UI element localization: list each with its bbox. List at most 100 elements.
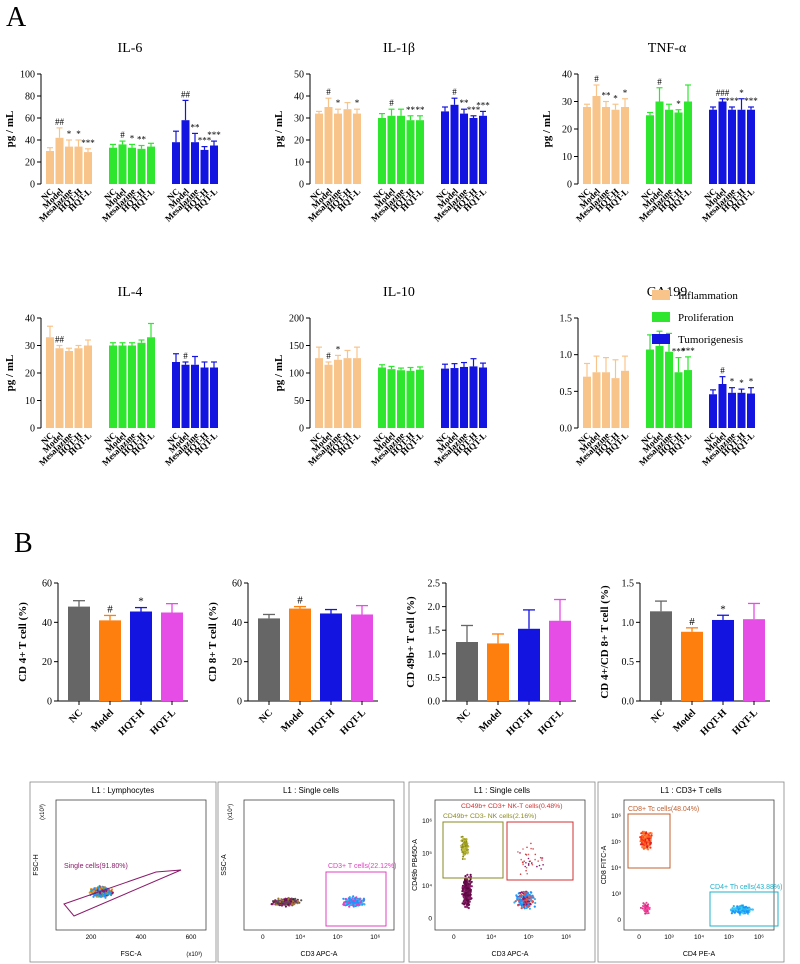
y-axis-label: CD 4+/CD 8+ T cell (%) xyxy=(599,585,611,699)
event-dot xyxy=(358,898,361,901)
bar xyxy=(74,348,83,428)
event-dot xyxy=(646,910,649,912)
panel-b-label: B xyxy=(14,528,33,559)
y-tick-label: 0.0 xyxy=(560,424,573,435)
event-dot xyxy=(92,895,95,898)
significance-mark: # xyxy=(326,87,331,97)
event-dot xyxy=(344,897,347,901)
significance-mark: * xyxy=(67,129,72,139)
event-dot xyxy=(525,862,527,864)
legend-swatch xyxy=(652,334,670,344)
event-dot xyxy=(521,905,524,908)
y-tick-label: 100 xyxy=(20,70,35,81)
significance-mark: *** xyxy=(681,346,695,356)
significance-mark: ** xyxy=(602,91,612,101)
event-dot xyxy=(531,862,533,864)
legend-label: Inflammation xyxy=(678,290,738,302)
event-dot xyxy=(516,895,519,898)
event-dot xyxy=(467,906,470,910)
event-dot xyxy=(463,893,466,896)
event-dot xyxy=(463,879,466,882)
significance-mark: # xyxy=(689,616,695,628)
significance-mark: ## xyxy=(181,89,191,99)
bar xyxy=(128,345,136,428)
y-tick-label: 40 xyxy=(232,618,242,629)
event-dot xyxy=(100,892,103,895)
event-dot xyxy=(729,908,733,911)
event-dot xyxy=(362,899,365,903)
y-tick-label: 10 xyxy=(562,152,572,163)
bar xyxy=(674,112,683,184)
bar xyxy=(343,109,352,184)
x-tick-label: 10⁶ xyxy=(754,934,764,941)
event-dot xyxy=(643,909,646,912)
event-dot xyxy=(464,875,467,878)
event-dot xyxy=(349,901,352,905)
bar xyxy=(378,367,386,428)
event-dot xyxy=(519,852,521,854)
bar xyxy=(460,366,468,428)
y-axis-label: SSC-A xyxy=(221,854,228,876)
event-dot xyxy=(358,900,361,903)
event-dot xyxy=(529,896,533,899)
significance-mark: *** xyxy=(476,100,490,110)
x-axis-label: CD3 APC-A xyxy=(492,951,529,958)
event-dot xyxy=(520,858,522,861)
bar xyxy=(621,107,629,184)
bar xyxy=(397,115,405,184)
y-axis-label: pg / mL xyxy=(541,111,553,148)
bar xyxy=(416,369,424,428)
event-dot xyxy=(359,903,363,906)
bar xyxy=(681,631,703,701)
event-dot xyxy=(103,893,106,896)
bar xyxy=(118,144,127,184)
significance-mark: *** xyxy=(744,96,758,106)
y-tick-label: 1.5 xyxy=(428,626,441,637)
chart-title: IL-6 xyxy=(118,41,143,56)
event-dot xyxy=(527,863,530,865)
bar xyxy=(718,384,727,428)
bar xyxy=(46,151,54,184)
bar xyxy=(74,146,83,184)
bar xyxy=(191,142,199,184)
event-dot xyxy=(522,863,524,866)
y-tick-label: 10 xyxy=(25,396,35,407)
bar xyxy=(712,619,734,701)
x-tick-label: 600 xyxy=(186,934,197,941)
bar xyxy=(737,109,746,184)
flow-plot-0: L1 : Lymphocytes FSC-A FSC-H (x10³) (x10³) 20… xyxy=(29,781,217,963)
event-dot xyxy=(526,891,530,895)
flow-plot-2: L1 : Single cells CD3 APC-A CD49b PB450-A 0… xyxy=(408,781,596,963)
y-tick-label: 1.5 xyxy=(622,579,635,590)
event-dot xyxy=(466,849,469,851)
event-dot xyxy=(352,905,355,908)
event-dot xyxy=(644,845,647,849)
bar xyxy=(334,113,342,184)
event-dot xyxy=(348,905,351,908)
y-axis-label: CD 8+ T cell (%) xyxy=(207,602,219,682)
bar xyxy=(55,137,64,184)
y-axis-label: pg / mL xyxy=(273,111,285,148)
event-dot xyxy=(529,860,531,862)
event-dot xyxy=(742,908,745,911)
event-dot xyxy=(525,854,528,856)
bar xyxy=(191,364,199,428)
significance-mark: # xyxy=(120,130,125,140)
event-dot xyxy=(99,894,102,897)
event-dot xyxy=(751,908,755,911)
event-dot xyxy=(642,830,646,833)
event-dot xyxy=(641,835,644,838)
event-dot xyxy=(524,895,527,898)
bar xyxy=(583,376,591,428)
event-dot xyxy=(90,888,93,891)
significance-mark: * xyxy=(730,377,735,387)
bar xyxy=(416,120,424,184)
event-dot xyxy=(541,859,543,861)
bar xyxy=(456,642,478,701)
bar xyxy=(172,142,180,184)
event-dot xyxy=(102,887,105,890)
event-dot xyxy=(525,903,528,906)
bar xyxy=(387,115,396,184)
bar xyxy=(583,107,591,184)
event-dot xyxy=(531,900,534,903)
